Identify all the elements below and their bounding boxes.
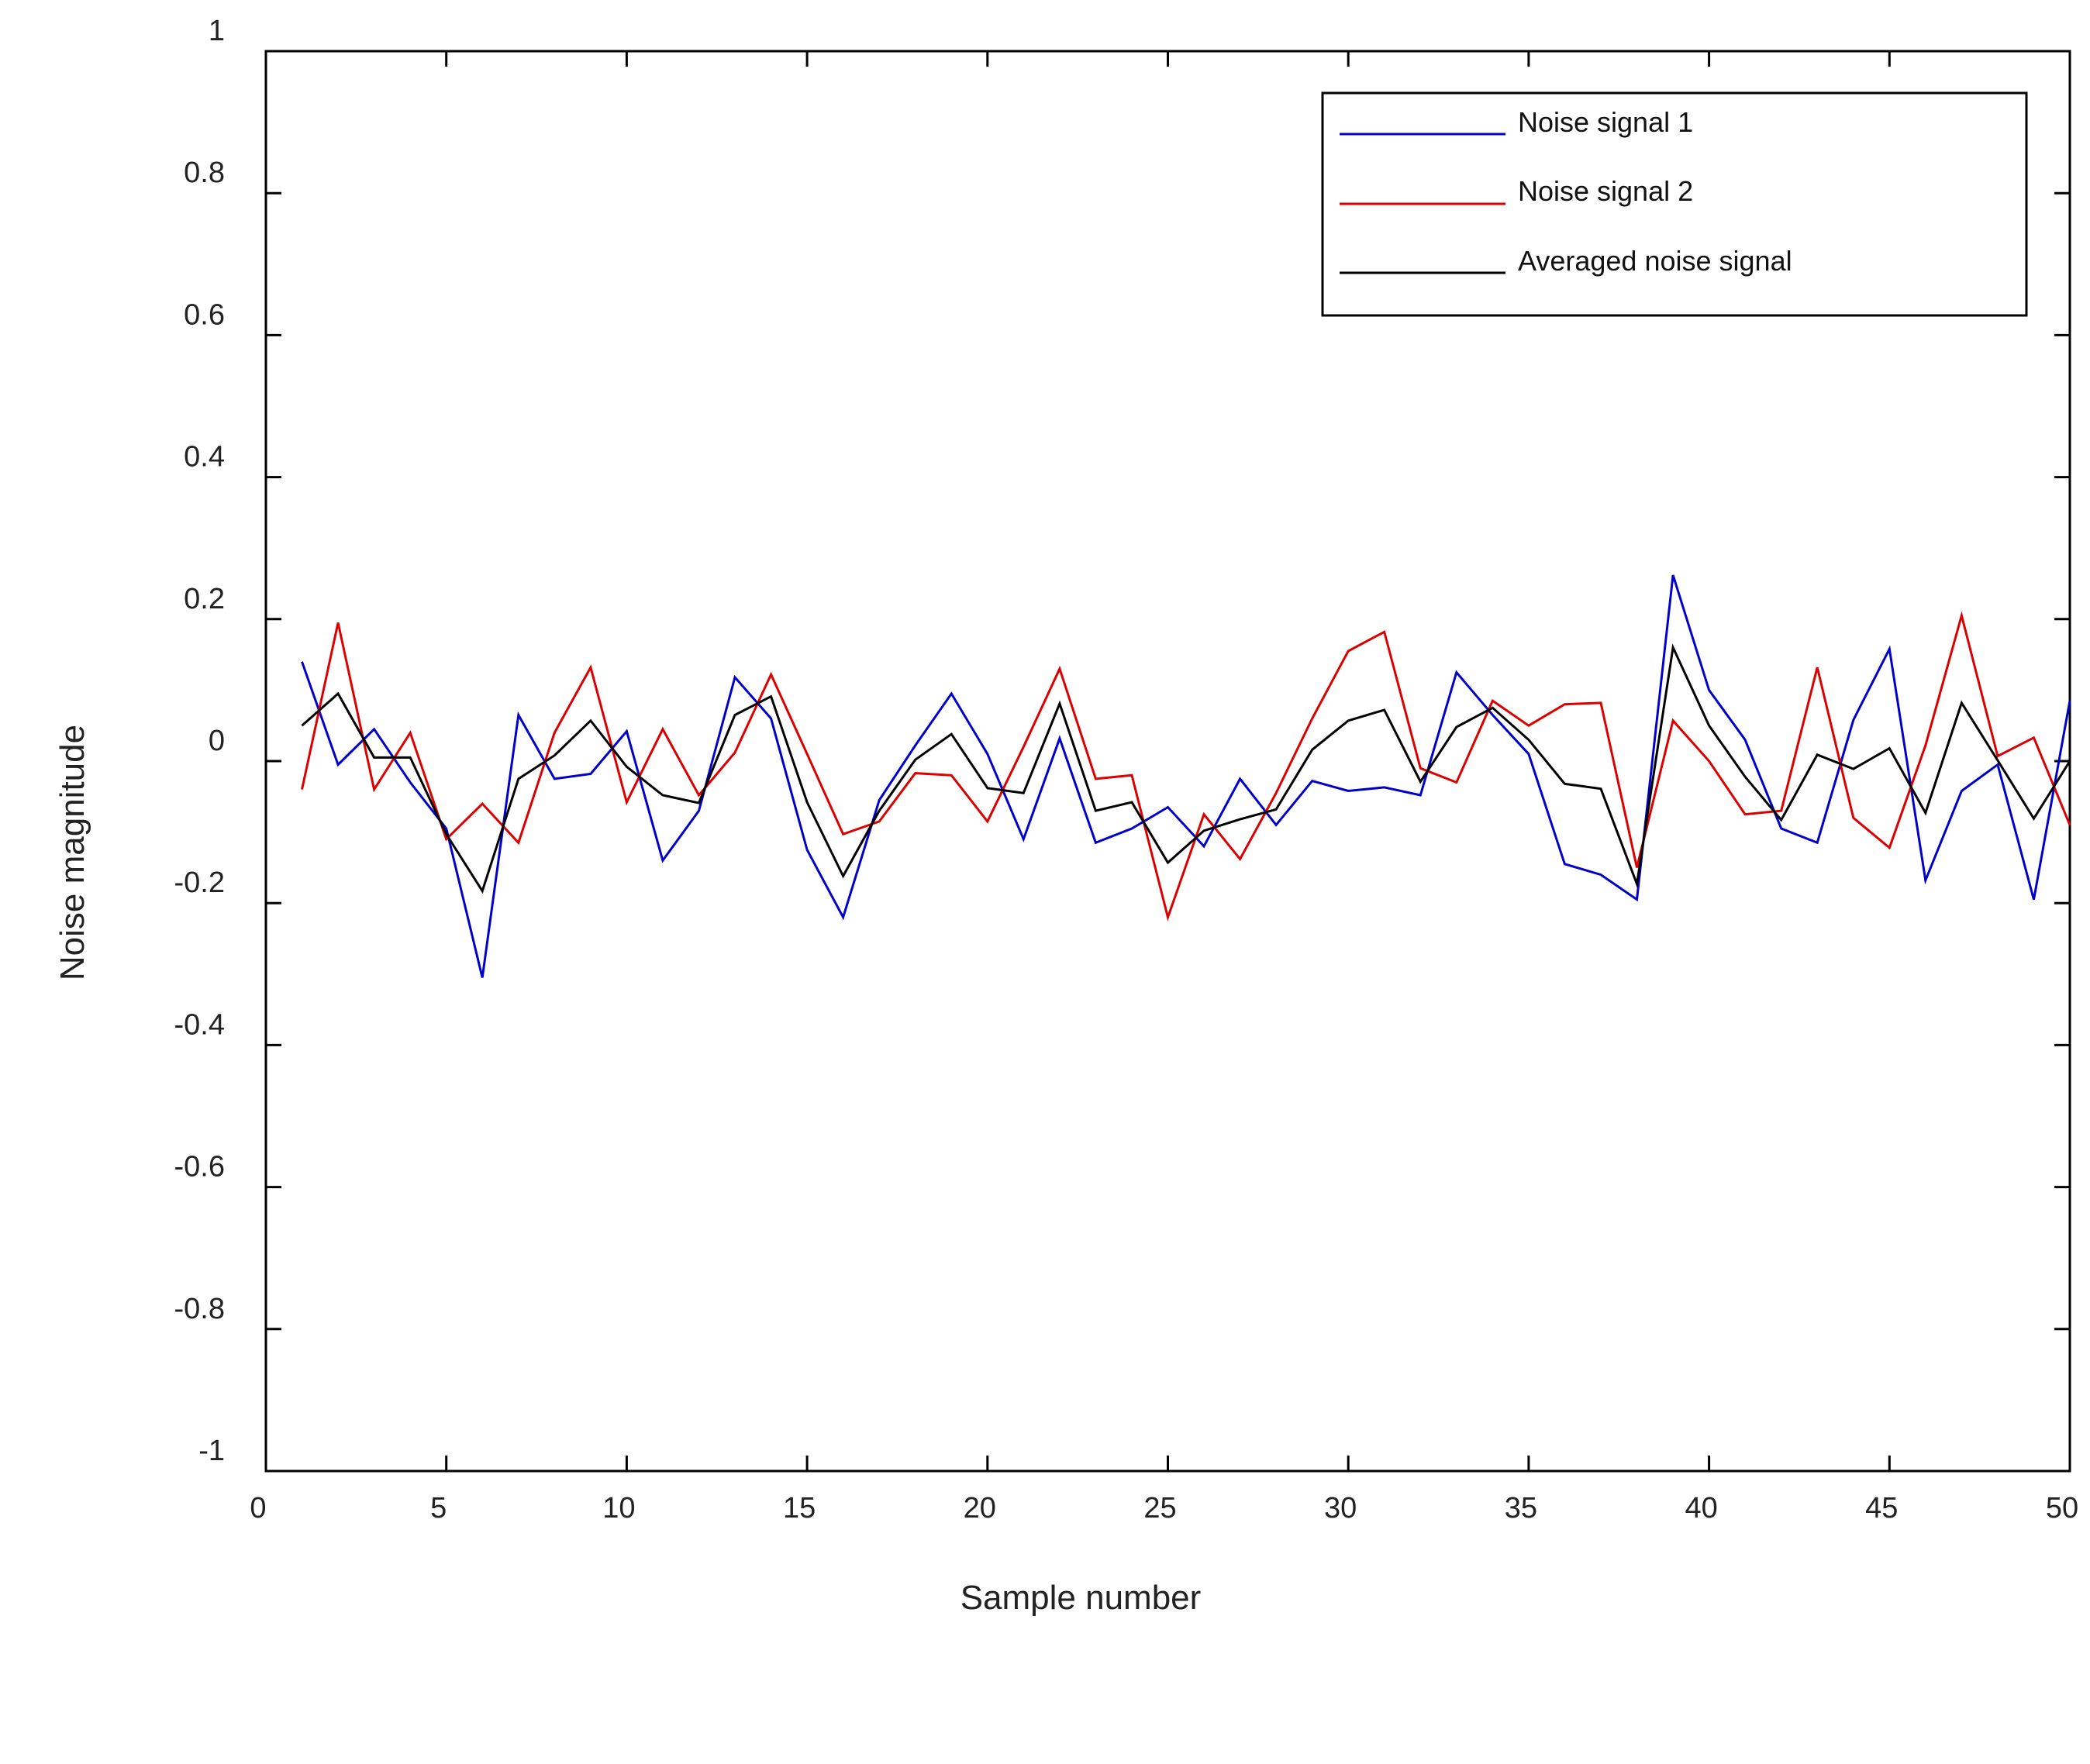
x-tick-label-25: 25: [1143, 1492, 1176, 1525]
x-tick-label-40: 40: [1685, 1492, 1717, 1525]
series-line-averaged-noise-signal: [301, 643, 2071, 894]
y-tick-label-0-8: 0.8: [184, 157, 225, 189]
x-tick-label-50: 50: [2046, 1492, 2078, 1525]
y-tick-label-1: -1: [198, 1435, 225, 1467]
y-tick-label-0-6: 0.6: [184, 298, 225, 331]
x-tick-label-20: 20: [964, 1492, 996, 1525]
axis-ticks: [264, 50, 2071, 1473]
legend: Noise signal 1 Noise signal 2 Averaged n…: [1321, 91, 2028, 317]
x-tick-label-30: 30: [1324, 1492, 1357, 1525]
y-tick-label-1: 1: [209, 15, 225, 47]
legend-label-noise-signal-2: Noise signal 2: [1518, 175, 1693, 207]
y-tick-label-0-4: -0.4: [174, 1008, 225, 1041]
x-tick-label-35: 35: [1505, 1492, 1537, 1525]
y-tick-label-0-2: -0.2: [174, 866, 225, 899]
x-tick-labels: 0 5 10 15 20 25 30 35 40 45 50: [250, 1492, 2078, 1525]
y-tick-label-0-6: -0.6: [174, 1151, 225, 1183]
legend-label-averaged-noise-signal: Averaged noise signal: [1518, 245, 1792, 277]
y-tick-label-0-8: -0.8: [174, 1293, 225, 1325]
x-tick-label-0: 0: [250, 1492, 266, 1525]
x-axis-title: Sample number: [961, 1579, 1202, 1617]
x-tick-label-15: 15: [783, 1492, 816, 1525]
x-tick-label-5: 5: [430, 1492, 447, 1525]
legend-label-noise-signal-1: Noise signal 1: [1518, 106, 1693, 138]
y-tick-label-0: 0: [209, 725, 225, 757]
y-tick-label-0-4: 0.4: [184, 441, 225, 474]
y-axis-title: Noise magnitude: [53, 725, 91, 980]
x-tick-label-10: 10: [602, 1492, 635, 1525]
y-tick-label-0-2: 0.2: [184, 583, 225, 615]
x-tick-label-45: 45: [1865, 1492, 1898, 1525]
y-tick-labels: -1 -0.8 -0.6 -0.4 -0.2 0 0.2 0.4 0.6 0.8 1: [174, 15, 225, 1467]
series-lines: [301, 574, 2071, 978]
